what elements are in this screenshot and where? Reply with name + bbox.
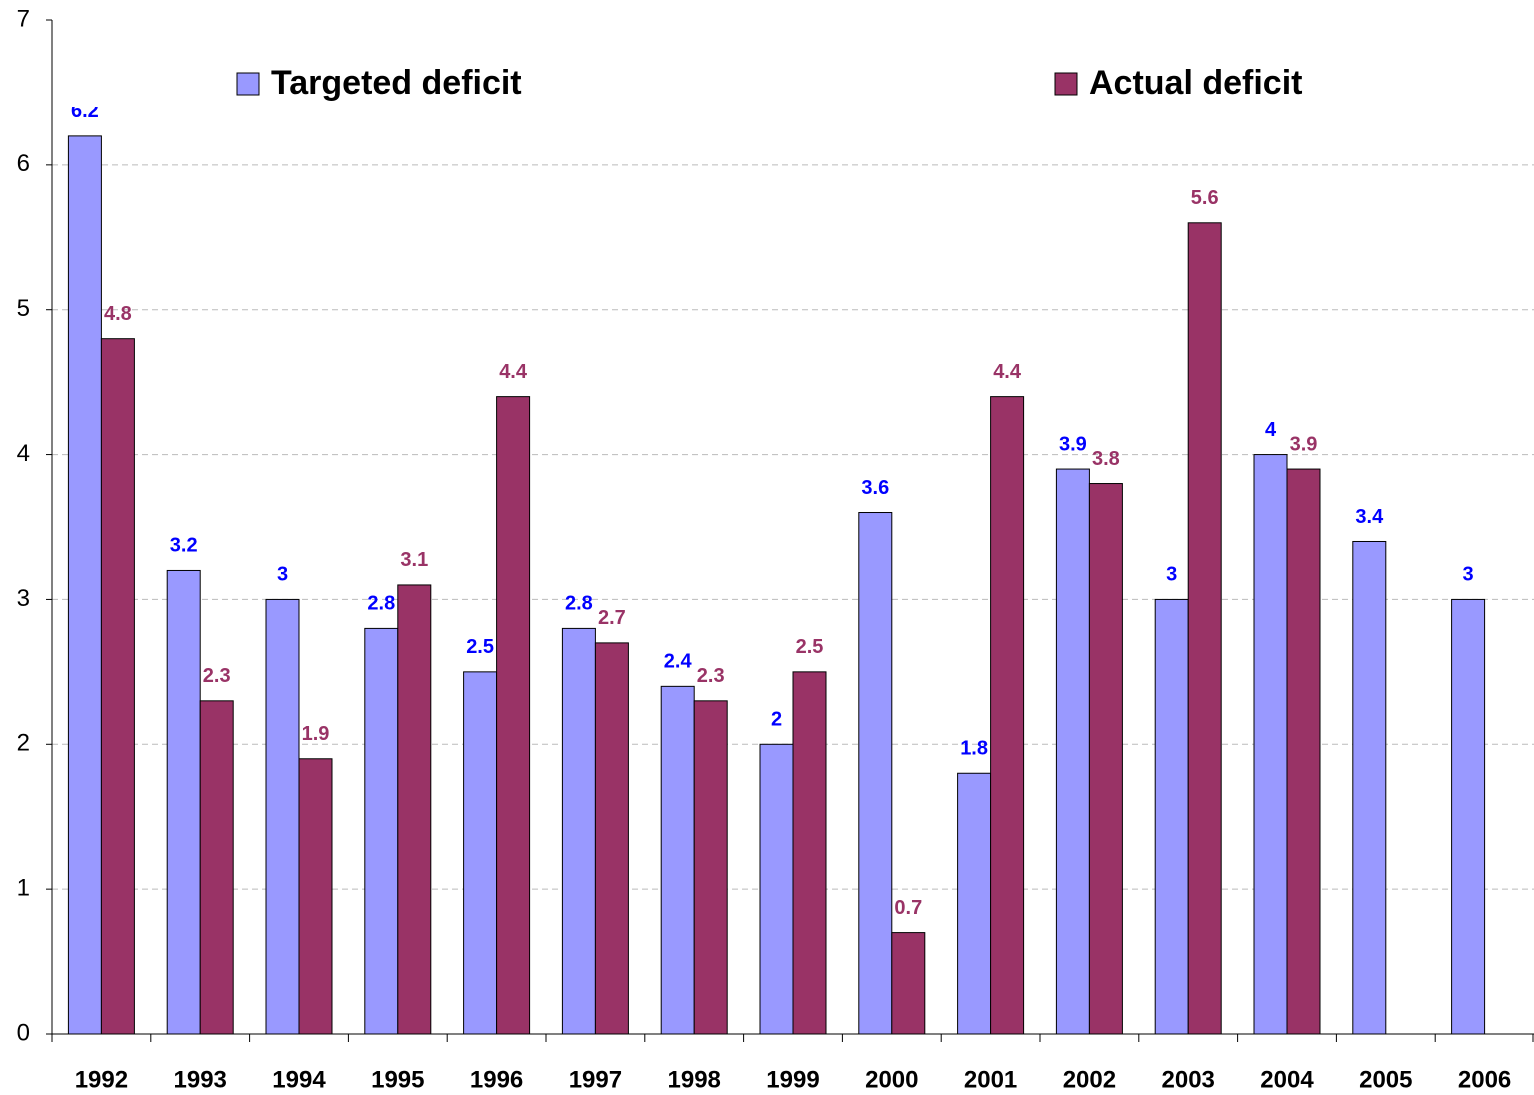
legend-background [53,55,1533,107]
bar [957,772,992,1035]
bar [1286,468,1321,1035]
value-label: 4.4 [499,361,528,383]
x-tick-label: 2001 [964,1066,1017,1093]
x-tick-label: 1999 [766,1066,819,1093]
x-tick-label: 1994 [272,1066,326,1093]
x-tick-label: 1992 [75,1066,128,1093]
value-label: 2.3 [697,665,725,687]
value-label: 2.7 [598,607,626,629]
x-tick-label: 1996 [470,1066,523,1093]
bar [759,743,794,1035]
bar [100,338,135,1035]
bar [1055,468,1090,1035]
value-label: 0.7 [894,897,922,919]
bar [1253,454,1288,1035]
bar [660,685,695,1035]
bar [891,932,926,1035]
y-tick-label: 1 [17,874,30,901]
value-label: 4.8 [104,303,132,325]
bar [858,512,893,1035]
value-label: 2 [771,709,782,731]
x-tick-label: 1995 [371,1066,424,1093]
y-tick-label: 0 [17,1019,30,1046]
legend-swatch [1054,72,1078,96]
bar [990,396,1025,1035]
value-label: 3.8 [1092,448,1120,470]
x-tick-label: 1997 [569,1066,622,1093]
bar [463,671,498,1035]
y-tick-label: 4 [17,440,30,467]
value-label: 2.5 [466,636,494,658]
bar [265,598,300,1035]
bar [166,569,201,1035]
value-label: 4.4 [993,361,1022,383]
value-label: 2.5 [796,636,824,658]
bar [1187,222,1222,1035]
bar [298,758,333,1035]
y-tick-label: 6 [17,150,30,177]
value-label: 2.4 [664,651,693,673]
value-label: 3.9 [1290,433,1318,455]
value-label: 3.9 [1059,433,1087,455]
value-label: 3 [277,564,288,586]
x-tick-label: 2000 [865,1066,918,1093]
value-label: 3 [1463,564,1474,586]
bar [397,584,432,1035]
x-tick-label: 2002 [1063,1066,1116,1093]
value-label: 3 [1166,564,1177,586]
legend-swatch [236,72,260,96]
value-label: 2.8 [565,593,593,615]
bar [1451,598,1486,1035]
y-tick-label: 5 [17,295,30,322]
legend-label: Targeted deficit [271,64,522,102]
x-tick-label: 2003 [1162,1066,1215,1093]
bar [1088,483,1123,1035]
value-label: 5.6 [1191,187,1219,209]
bar [199,700,234,1035]
x-tick-label: 2004 [1260,1066,1314,1093]
value-label: 3.2 [170,535,198,557]
bar [792,671,827,1035]
bar [67,135,102,1035]
legend-label: Actual deficit [1089,64,1302,102]
value-label: 3.6 [861,477,889,499]
bar [561,627,596,1035]
bar [594,642,629,1035]
value-label: 4 [1265,419,1277,441]
x-tick-label: 2005 [1359,1066,1412,1093]
value-label: 3.4 [1355,506,1384,528]
y-tick-label: 3 [17,585,30,612]
bar [496,396,531,1035]
x-tick-label: 1998 [668,1066,721,1093]
bar [364,627,399,1035]
x-tick-label: 1993 [174,1066,227,1093]
x-tick-label: 2006 [1458,1066,1511,1093]
value-label: 1.9 [302,723,330,745]
value-label: 2.3 [203,665,231,687]
y-tick-label: 2 [17,730,30,757]
bar [1154,598,1189,1035]
bar [1352,540,1387,1035]
value-label: 1.8 [960,738,988,760]
bar [693,700,728,1035]
value-label: 2.8 [367,593,395,615]
y-tick-label: 7 [17,5,30,32]
value-label: 3.1 [400,549,428,571]
